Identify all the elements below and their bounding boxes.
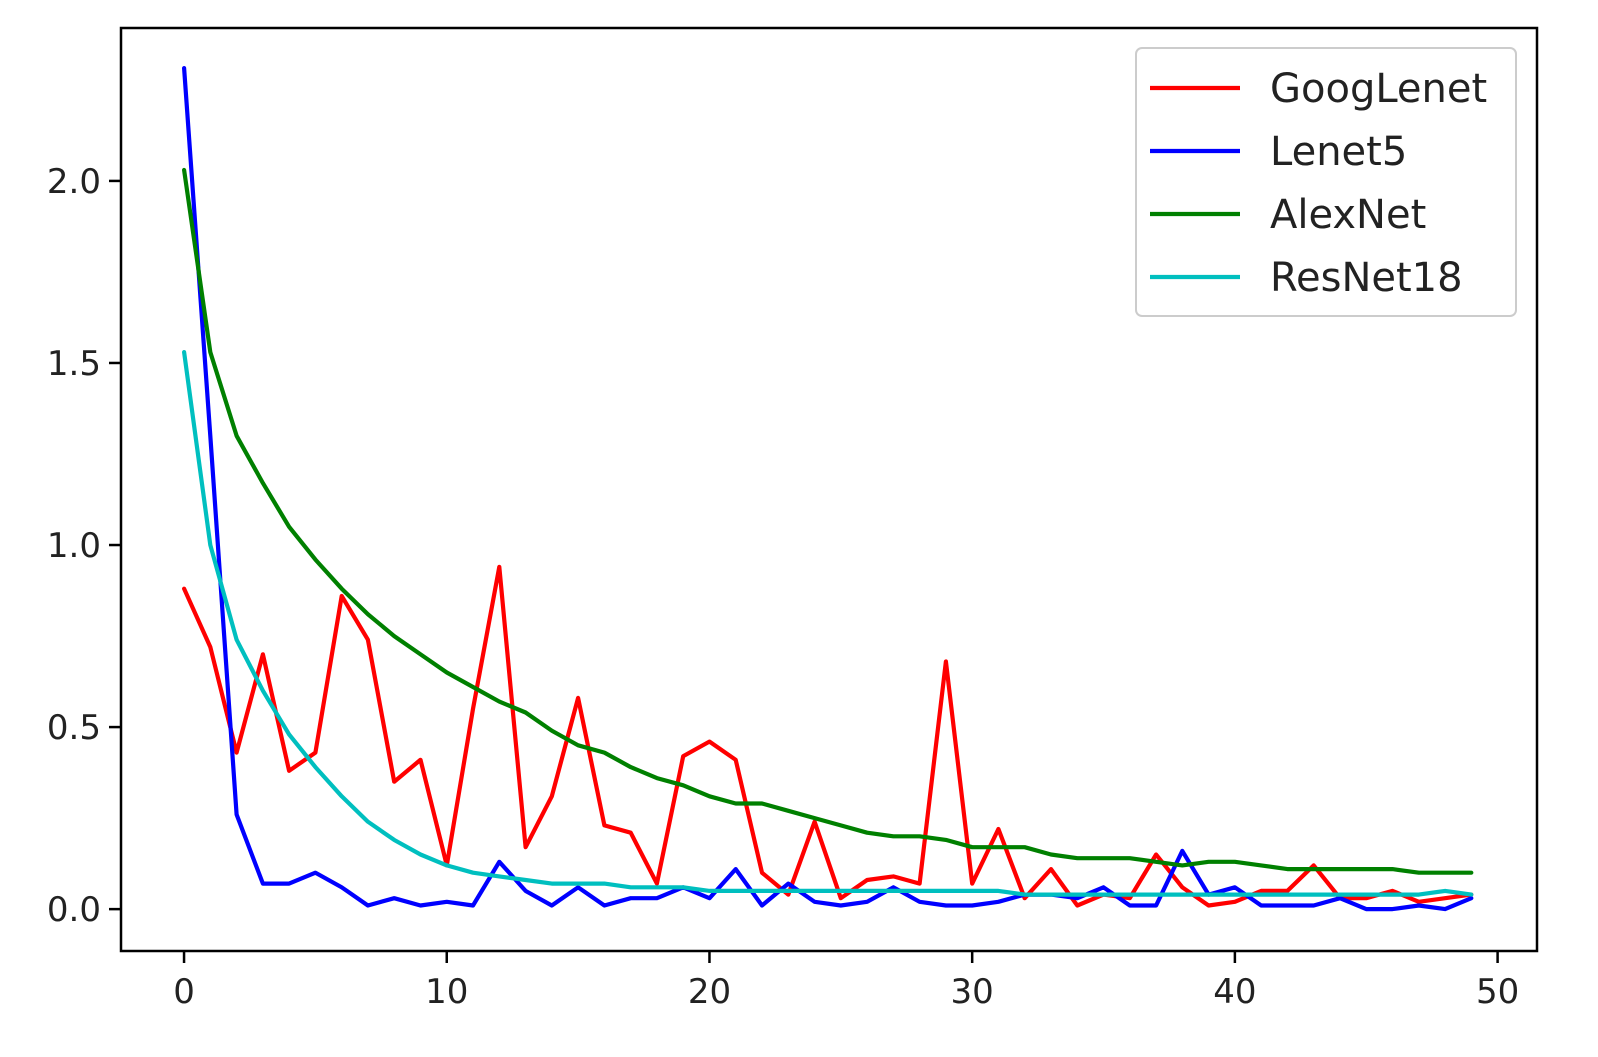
legend: GoogLenet Lenet5 AlexNet ResNet18 [1135,47,1517,317]
legend-label-resnet18: ResNet18 [1270,255,1463,301]
series-line-googlenet [182,564,1474,908]
legend-box [1135,47,1517,317]
legend-label-googlenet: GoogLenet [1270,66,1487,112]
x-tick-label: 10 [425,972,468,1012]
series-line-resnet18 [182,350,1474,897]
x-tick-label: 50 [1476,972,1519,1012]
y-tick-label: 0.5 [47,708,101,748]
series-layer [182,65,1474,912]
legend-label-alexnet: AlexNet [1270,192,1426,238]
x-tick-label: 0 [173,972,195,1012]
legend-label-lenet5: Lenet5 [1270,129,1407,175]
y-axis: 0.0 0.5 1.0 1.5 2.0 [47,162,121,930]
y-tick-label: 2.0 [47,162,101,202]
x-tick-label: 20 [688,972,731,1012]
series-line-lenet5 [182,65,1474,912]
plot-frame [119,26,1539,953]
y-tick-label: 1.5 [47,344,101,384]
x-axis: 0 10 20 30 40 50 [173,951,1519,1012]
y-tick-label: 0.0 [47,890,101,930]
y-tick-label: 1.0 [47,526,101,566]
x-tick-label: 30 [951,972,994,1012]
series-line-alexnet [182,167,1474,875]
x-tick-label: 40 [1213,972,1256,1012]
